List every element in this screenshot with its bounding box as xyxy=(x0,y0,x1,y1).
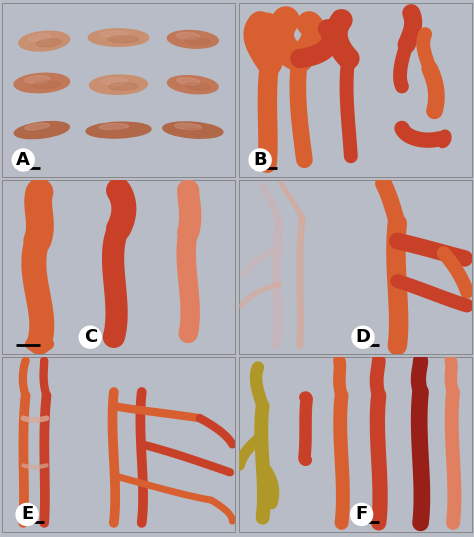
Ellipse shape xyxy=(180,184,196,197)
Ellipse shape xyxy=(19,31,70,51)
Ellipse shape xyxy=(25,123,50,130)
Ellipse shape xyxy=(437,130,451,148)
Ellipse shape xyxy=(163,122,223,138)
Ellipse shape xyxy=(28,34,51,41)
Ellipse shape xyxy=(25,76,50,83)
Ellipse shape xyxy=(300,455,311,465)
Ellipse shape xyxy=(26,336,54,352)
Ellipse shape xyxy=(33,128,60,135)
Text: F: F xyxy=(356,505,368,524)
Ellipse shape xyxy=(304,13,319,24)
Ellipse shape xyxy=(107,129,139,135)
Ellipse shape xyxy=(90,75,147,95)
Ellipse shape xyxy=(14,121,69,139)
Ellipse shape xyxy=(177,78,200,85)
Ellipse shape xyxy=(177,32,200,39)
Ellipse shape xyxy=(182,128,212,135)
Ellipse shape xyxy=(36,39,62,47)
Ellipse shape xyxy=(275,9,292,21)
Text: D: D xyxy=(356,328,371,346)
Ellipse shape xyxy=(108,36,138,43)
Ellipse shape xyxy=(109,184,128,197)
Ellipse shape xyxy=(300,392,311,403)
Ellipse shape xyxy=(252,13,264,24)
Text: B: B xyxy=(253,151,267,169)
Ellipse shape xyxy=(101,77,127,85)
Text: E: E xyxy=(21,505,33,524)
Ellipse shape xyxy=(167,76,218,94)
Ellipse shape xyxy=(99,124,128,129)
Ellipse shape xyxy=(105,331,123,343)
Ellipse shape xyxy=(174,124,202,130)
Ellipse shape xyxy=(33,81,60,89)
Ellipse shape xyxy=(100,31,128,38)
Ellipse shape xyxy=(333,11,345,19)
Ellipse shape xyxy=(185,83,210,90)
Ellipse shape xyxy=(180,329,196,342)
Ellipse shape xyxy=(267,16,276,25)
Text: A: A xyxy=(16,151,30,169)
Ellipse shape xyxy=(86,122,151,138)
Ellipse shape xyxy=(185,38,210,45)
Text: C: C xyxy=(83,328,97,346)
Ellipse shape xyxy=(88,29,149,46)
Ellipse shape xyxy=(109,83,137,90)
Ellipse shape xyxy=(14,73,70,93)
Ellipse shape xyxy=(167,31,219,48)
